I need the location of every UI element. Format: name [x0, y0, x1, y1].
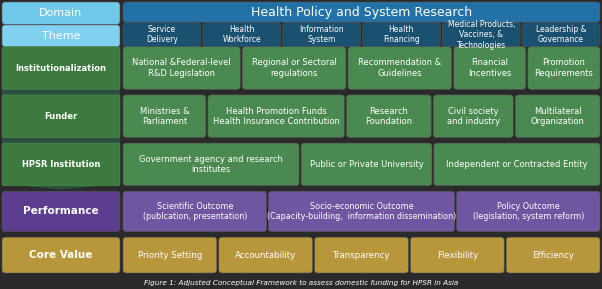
Text: Socio-economic Outcome
(Capacity-building,  information dissemination): Socio-economic Outcome (Capacity-buildin…	[267, 202, 456, 221]
Text: Health
Workforce: Health Workforce	[222, 25, 261, 45]
FancyBboxPatch shape	[454, 47, 526, 89]
Text: Domain: Domain	[39, 8, 82, 18]
Text: Service
Delivery: Service Delivery	[146, 25, 178, 45]
Text: Health Promotion Funds
Health Insurance Contribution: Health Promotion Funds Health Insurance …	[213, 107, 340, 126]
Text: Figure 1: Adjusted Conceptual Framework to assess domestic funding for HPSR in A: Figure 1: Adjusted Conceptual Framework …	[144, 280, 458, 286]
FancyBboxPatch shape	[2, 95, 120, 138]
Text: Policy Outcome
(legislation, system reform): Policy Outcome (legislation, system refo…	[473, 202, 584, 221]
FancyBboxPatch shape	[2, 237, 120, 273]
FancyBboxPatch shape	[315, 237, 408, 273]
FancyBboxPatch shape	[219, 237, 312, 273]
Text: Priority Setting: Priority Setting	[138, 251, 202, 260]
FancyBboxPatch shape	[123, 23, 201, 47]
FancyBboxPatch shape	[522, 23, 600, 47]
Text: Regional or Sectoral
regulations: Regional or Sectoral regulations	[252, 58, 337, 78]
Text: Core Value: Core Value	[29, 250, 93, 260]
Text: Theme: Theme	[42, 31, 80, 41]
Text: Independent or Contracted Entity: Independent or Contracted Entity	[446, 160, 588, 169]
FancyBboxPatch shape	[348, 47, 452, 89]
FancyBboxPatch shape	[123, 95, 206, 138]
FancyBboxPatch shape	[283, 23, 361, 47]
Text: Recommendation &
Guidelines: Recommendation & Guidelines	[358, 58, 441, 78]
FancyBboxPatch shape	[301, 143, 432, 186]
Polygon shape	[2, 47, 120, 190]
Text: Health
Financing: Health Financing	[383, 25, 420, 45]
FancyBboxPatch shape	[242, 47, 346, 89]
Text: National &Federal-level
R&D Legislation: National &Federal-level R&D Legislation	[132, 58, 231, 78]
Text: Performance: Performance	[23, 206, 99, 216]
Text: Promotion
Requirements: Promotion Requirements	[535, 58, 594, 78]
FancyBboxPatch shape	[411, 237, 504, 273]
Text: HPSR Institution: HPSR Institution	[22, 160, 100, 169]
Text: Government agency and research
institutes: Government agency and research institute…	[139, 155, 283, 174]
FancyBboxPatch shape	[2, 2, 120, 24]
Text: Accountability: Accountability	[235, 251, 296, 260]
FancyBboxPatch shape	[123, 191, 267, 231]
FancyBboxPatch shape	[346, 95, 431, 138]
Text: Transparency: Transparency	[333, 251, 390, 260]
FancyBboxPatch shape	[2, 47, 120, 89]
Text: Multilateral
Organization: Multilateral Organization	[531, 107, 585, 126]
FancyBboxPatch shape	[2, 191, 120, 231]
FancyBboxPatch shape	[456, 191, 600, 231]
FancyBboxPatch shape	[515, 95, 600, 138]
FancyBboxPatch shape	[203, 23, 281, 47]
FancyBboxPatch shape	[123, 2, 600, 22]
FancyBboxPatch shape	[2, 25, 120, 47]
FancyBboxPatch shape	[528, 47, 600, 89]
FancyBboxPatch shape	[123, 143, 299, 186]
Text: Public or Private University: Public or Private University	[309, 160, 423, 169]
Text: Financial
Incentives: Financial Incentives	[468, 58, 512, 78]
Text: Health Policy and System Research: Health Policy and System Research	[251, 5, 472, 18]
Text: Civil society
and industry: Civil society and industry	[447, 107, 500, 126]
FancyBboxPatch shape	[123, 237, 217, 273]
FancyBboxPatch shape	[208, 95, 344, 138]
Text: Funder: Funder	[45, 112, 78, 121]
Text: Institutionalization: Institutionalization	[16, 64, 107, 73]
FancyBboxPatch shape	[2, 143, 120, 186]
Text: Ministries &
Parliament: Ministries & Parliament	[140, 107, 189, 126]
Text: Medical Products,
Vaccines, &
Technologies: Medical Products, Vaccines, & Technologi…	[447, 20, 515, 50]
Text: Research
Foundation: Research Foundation	[365, 107, 412, 126]
FancyBboxPatch shape	[506, 237, 600, 273]
FancyBboxPatch shape	[268, 191, 455, 231]
Text: Efficiency: Efficiency	[532, 251, 574, 260]
FancyBboxPatch shape	[433, 95, 514, 138]
FancyBboxPatch shape	[362, 23, 440, 47]
FancyBboxPatch shape	[434, 143, 600, 186]
Text: Leadership &
Governance: Leadership & Governance	[536, 25, 586, 45]
Text: Scientific Outcome
(publcation, presentation): Scientific Outcome (publcation, presenta…	[143, 202, 247, 221]
Text: Flexibility: Flexibility	[436, 251, 478, 260]
FancyBboxPatch shape	[123, 47, 240, 89]
Text: Information
System: Information System	[299, 25, 344, 45]
FancyBboxPatch shape	[442, 23, 520, 47]
